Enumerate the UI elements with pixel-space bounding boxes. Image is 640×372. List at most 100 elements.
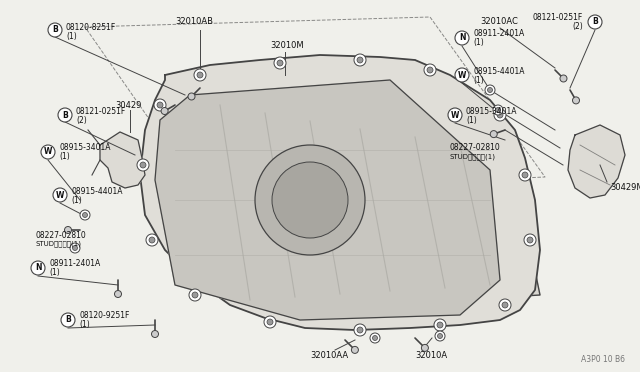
Circle shape bbox=[41, 145, 55, 159]
Circle shape bbox=[495, 108, 500, 112]
Circle shape bbox=[427, 67, 433, 73]
Text: (2): (2) bbox=[76, 115, 87, 125]
Circle shape bbox=[455, 68, 469, 82]
Text: (1): (1) bbox=[466, 115, 477, 125]
Text: 08121-0251F: 08121-0251F bbox=[76, 106, 126, 115]
Circle shape bbox=[519, 169, 531, 181]
Circle shape bbox=[421, 344, 428, 352]
Circle shape bbox=[264, 316, 276, 328]
Polygon shape bbox=[145, 75, 290, 310]
Text: W: W bbox=[56, 190, 64, 199]
Text: W: W bbox=[44, 148, 52, 157]
Text: B: B bbox=[65, 315, 71, 324]
Circle shape bbox=[588, 15, 602, 29]
Text: STUDスタッド(1): STUDスタッド(1) bbox=[450, 154, 496, 160]
Circle shape bbox=[154, 99, 166, 111]
Circle shape bbox=[351, 346, 358, 353]
Circle shape bbox=[53, 188, 67, 202]
Circle shape bbox=[115, 291, 122, 298]
Circle shape bbox=[140, 162, 146, 168]
Text: N: N bbox=[459, 33, 465, 42]
Circle shape bbox=[357, 327, 363, 333]
Circle shape bbox=[80, 210, 90, 220]
Circle shape bbox=[72, 246, 77, 250]
Text: A3P0 10 B6: A3P0 10 B6 bbox=[581, 355, 625, 364]
Polygon shape bbox=[155, 80, 500, 320]
Circle shape bbox=[573, 97, 579, 104]
Circle shape bbox=[188, 93, 195, 100]
Text: 08915-3401A: 08915-3401A bbox=[466, 106, 518, 115]
Text: (1): (1) bbox=[66, 32, 77, 41]
Polygon shape bbox=[255, 150, 540, 310]
Circle shape bbox=[149, 237, 155, 243]
Text: 32010M: 32010M bbox=[270, 41, 303, 49]
Circle shape bbox=[354, 324, 366, 336]
Text: 32010AB: 32010AB bbox=[175, 17, 213, 26]
Polygon shape bbox=[140, 55, 540, 330]
Text: (1): (1) bbox=[71, 196, 82, 205]
Circle shape bbox=[61, 313, 75, 327]
Text: W: W bbox=[458, 71, 466, 80]
Circle shape bbox=[435, 331, 445, 341]
Circle shape bbox=[70, 243, 80, 253]
Circle shape bbox=[522, 172, 528, 178]
Circle shape bbox=[372, 336, 378, 340]
Circle shape bbox=[272, 162, 348, 238]
Circle shape bbox=[357, 57, 363, 63]
Circle shape bbox=[31, 261, 45, 275]
Text: STUDスタッド(1): STUDスタッド(1) bbox=[35, 241, 81, 247]
Text: 08911-2401A: 08911-2401A bbox=[49, 260, 100, 269]
Text: 08915-4401A: 08915-4401A bbox=[71, 186, 122, 196]
Circle shape bbox=[502, 302, 508, 308]
Circle shape bbox=[267, 319, 273, 325]
Text: (1): (1) bbox=[59, 153, 70, 161]
Text: 08915-3401A: 08915-3401A bbox=[59, 144, 111, 153]
Text: 32010AA: 32010AA bbox=[310, 350, 348, 359]
Text: 08911-2401A: 08911-2401A bbox=[473, 29, 524, 38]
Circle shape bbox=[58, 108, 72, 122]
Circle shape bbox=[274, 57, 286, 69]
Circle shape bbox=[485, 85, 495, 95]
Text: 08120-9251F: 08120-9251F bbox=[79, 311, 129, 321]
Circle shape bbox=[437, 322, 443, 328]
Circle shape bbox=[499, 299, 511, 311]
Circle shape bbox=[493, 105, 503, 115]
Circle shape bbox=[161, 108, 168, 115]
Text: B: B bbox=[52, 26, 58, 35]
Circle shape bbox=[494, 109, 506, 121]
Circle shape bbox=[448, 108, 462, 122]
Circle shape bbox=[255, 145, 365, 255]
Circle shape bbox=[455, 31, 469, 45]
Circle shape bbox=[488, 87, 493, 93]
Text: 08120-8251F: 08120-8251F bbox=[66, 22, 116, 32]
Text: (1): (1) bbox=[473, 38, 484, 48]
Text: 08227-02810: 08227-02810 bbox=[35, 231, 86, 240]
Circle shape bbox=[137, 159, 149, 171]
Text: 08121-0251F: 08121-0251F bbox=[532, 13, 583, 22]
Text: 32010AC: 32010AC bbox=[480, 17, 518, 26]
Text: 08227-02810: 08227-02810 bbox=[450, 144, 500, 153]
Text: (1): (1) bbox=[79, 321, 90, 330]
Circle shape bbox=[146, 234, 158, 246]
Circle shape bbox=[192, 292, 198, 298]
Text: B: B bbox=[62, 110, 68, 119]
Text: (2): (2) bbox=[572, 22, 583, 32]
Circle shape bbox=[197, 72, 203, 78]
Text: 30429: 30429 bbox=[115, 100, 141, 109]
Circle shape bbox=[152, 330, 159, 337]
Circle shape bbox=[438, 334, 442, 339]
Circle shape bbox=[83, 212, 88, 218]
Polygon shape bbox=[568, 125, 625, 198]
Circle shape bbox=[560, 75, 567, 82]
Text: B: B bbox=[592, 17, 598, 26]
Text: (1): (1) bbox=[473, 76, 484, 84]
Circle shape bbox=[48, 23, 62, 37]
Circle shape bbox=[434, 319, 446, 331]
Circle shape bbox=[194, 69, 206, 81]
Circle shape bbox=[65, 227, 72, 234]
Text: 30429M: 30429M bbox=[610, 183, 640, 192]
Polygon shape bbox=[100, 132, 145, 188]
Polygon shape bbox=[170, 60, 510, 168]
Circle shape bbox=[189, 289, 201, 301]
Circle shape bbox=[424, 64, 436, 76]
